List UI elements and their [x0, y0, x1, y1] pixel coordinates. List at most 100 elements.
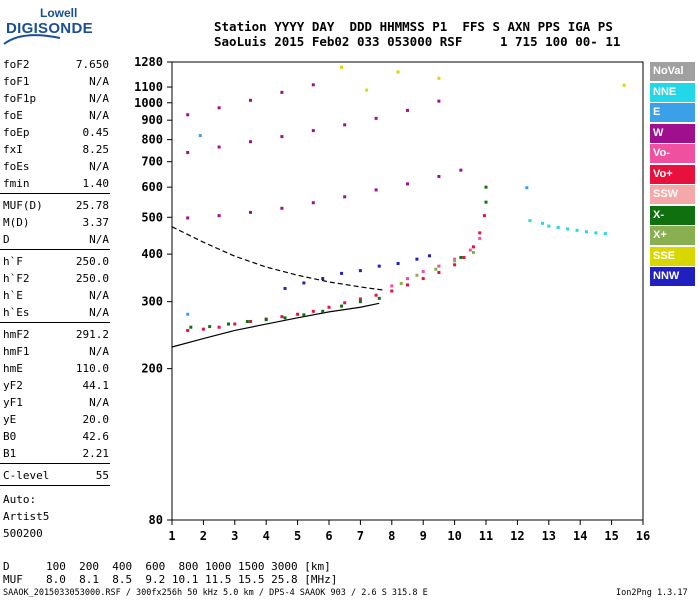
x-tick-label: 13	[542, 529, 556, 543]
param-row: hmF1 N/A	[3, 343, 109, 360]
data-point-nnw	[302, 281, 306, 285]
data-point-w	[343, 195, 347, 199]
param-value: 44.1	[82, 379, 110, 392]
data-point-w	[280, 90, 284, 94]
y-tick-label: 1280	[134, 55, 163, 69]
data-point-sse	[340, 65, 344, 69]
param-row: hmE 110.0	[3, 360, 109, 377]
param-value: 2.21	[82, 447, 110, 460]
param-value: 8.25	[82, 143, 110, 156]
data-point-sse	[396, 70, 400, 74]
y-tick-label: 900	[141, 113, 163, 127]
data-point-nnw	[427, 254, 431, 258]
x-tick-label: 12	[510, 529, 524, 543]
param-value: N/A	[89, 160, 109, 173]
data-point-x	[459, 255, 463, 259]
param-row: C-level 55	[3, 467, 109, 484]
param-name: fxI	[3, 143, 23, 156]
param-name: C-level	[3, 469, 50, 482]
y-tick-label: 80	[149, 513, 163, 527]
param-row: h`F 250.0	[3, 253, 109, 270]
data-point-w	[217, 106, 221, 110]
param-name: foEp	[3, 126, 30, 139]
footer-version: Ion2Png 1.3.17	[616, 588, 688, 598]
param-value: 25.78	[75, 199, 109, 212]
data-point-nne	[575, 228, 579, 232]
param-value: N/A	[89, 345, 109, 358]
param-value: 1.40	[82, 177, 110, 190]
data-point-w	[374, 188, 378, 192]
data-point-nne	[541, 221, 545, 225]
param-name: hmF2	[3, 328, 30, 341]
data-point-vo	[453, 257, 457, 261]
data-point-nnw	[340, 271, 344, 275]
muf-label: MUF	[3, 573, 23, 586]
data-point-w	[217, 145, 221, 149]
data-point-x	[358, 300, 362, 304]
data-point-nnw	[321, 277, 325, 281]
param-value: 250.0	[75, 272, 109, 285]
data-point-w	[406, 182, 409, 186]
param-row: yE 20.0	[3, 411, 109, 428]
data-point-x	[434, 267, 438, 271]
data-point-e	[198, 134, 202, 138]
param-value: N/A	[89, 396, 109, 409]
data-point-x	[302, 313, 306, 317]
data-point-x	[227, 322, 231, 326]
param-name: MUF(D)	[3, 199, 43, 212]
data-point-x	[321, 309, 325, 313]
param-row: MUF(D) 25.78	[3, 197, 109, 214]
data-point-w	[374, 116, 378, 120]
logo-text-digisonde: DIGISONDE	[6, 20, 93, 37]
legend-item-nne: NNE	[650, 82, 695, 102]
data-point-w	[249, 210, 252, 214]
legend-item-nnw: NNW	[650, 267, 695, 286]
autoscale-line: Artist5	[3, 510, 50, 523]
x-tick-label: 14	[573, 529, 587, 543]
data-point-vo	[296, 312, 300, 316]
param-row: foF2 7.650	[3, 56, 109, 73]
data-point-vo	[217, 325, 221, 329]
param-value: N/A	[89, 75, 109, 88]
data-point-vo	[421, 277, 425, 281]
data-point-vo	[343, 301, 347, 305]
y-tick-label: 400	[141, 247, 163, 261]
data-point-vo	[249, 320, 252, 324]
y-tick-label: 700	[141, 155, 163, 169]
y-tick-label: 1000	[134, 96, 163, 110]
data-point-x	[484, 200, 488, 204]
param-value: 42.6	[82, 430, 110, 443]
logo-swoosh-icon	[3, 34, 61, 45]
param-row: foF1p N/A	[3, 90, 109, 107]
y-tick-label: 200	[141, 362, 163, 376]
data-point-nne	[603, 232, 607, 236]
param-name: foF2	[3, 58, 30, 71]
x-tick-label: 4	[263, 529, 270, 543]
param-name: yF2	[3, 379, 23, 392]
data-point-vo	[462, 255, 466, 259]
data-point-vo	[233, 322, 237, 326]
data-point-vo	[311, 309, 315, 313]
data-point-nne	[566, 227, 570, 231]
data-point-w	[311, 129, 315, 133]
d-label: D	[3, 560, 10, 573]
data-point-nne	[547, 224, 551, 228]
data-point-nne	[528, 219, 532, 223]
param-value: 55	[95, 469, 109, 482]
x-tick-label: 15	[604, 529, 618, 543]
param-row: yF2 44.1	[3, 377, 109, 394]
param-name: M(D)	[3, 216, 30, 229]
autoscale-line: 500200	[3, 527, 43, 540]
data-point-w	[437, 99, 441, 103]
param-name: foF1	[3, 75, 30, 88]
y-tick-label: 600	[141, 180, 163, 194]
data-point-e	[525, 186, 529, 190]
legend-item-vo-: Vo+	[650, 164, 695, 184]
param-row: D N/A	[3, 231, 109, 248]
electron-density-profile	[171, 302, 380, 348]
data-point-nnw	[358, 269, 362, 273]
param-name: foF1p	[3, 92, 37, 105]
param-row: h`E N/A	[3, 287, 109, 304]
data-point-w	[280, 135, 284, 139]
param-value: N/A	[89, 92, 109, 105]
